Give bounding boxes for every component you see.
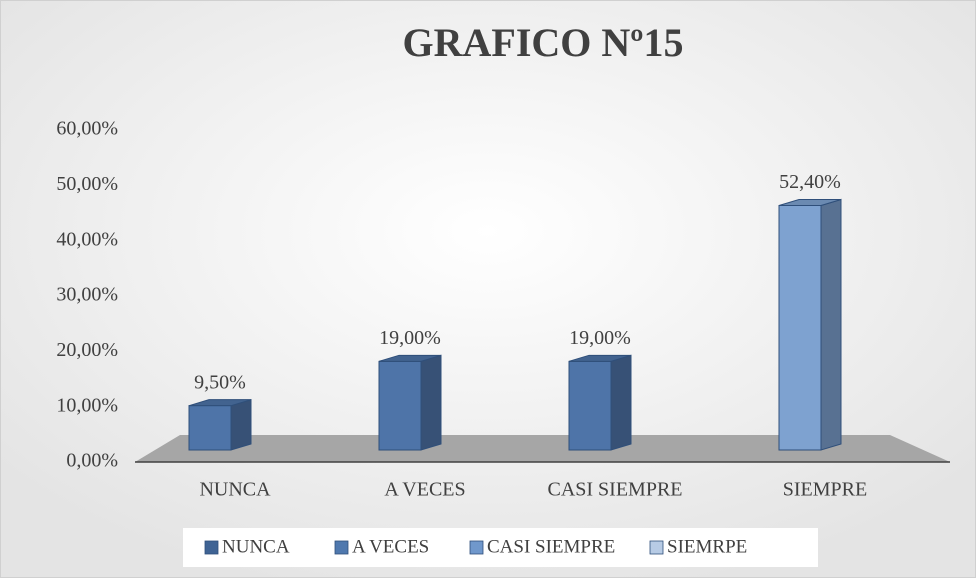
value-label: 52,40% <box>779 171 841 193</box>
bar-face <box>420 354 442 451</box>
chart-title: GRAFICO Nº15 <box>403 20 684 65</box>
bar-face <box>820 198 842 451</box>
x-tick-label: NUNCA <box>199 479 271 501</box>
legend-label: SIEMRPE <box>667 536 747 557</box>
legend-label: NUNCA <box>222 536 290 557</box>
value-label: 9,50% <box>194 371 246 393</box>
floor <box>135 435 950 462</box>
legend-swatch <box>649 540 664 555</box>
bar-face <box>230 398 252 451</box>
y-tick-label: 0,00% <box>66 450 118 472</box>
x-tick-label: SIEMPRE <box>783 479 867 501</box>
bar <box>378 354 442 451</box>
bar-face <box>778 198 842 206</box>
bar-face <box>568 360 612 451</box>
legend-label: A VECES <box>352 536 429 557</box>
bar-face <box>778 204 822 451</box>
y-tick-label: 30,00% <box>56 284 118 306</box>
bar <box>188 398 252 451</box>
legend-swatch <box>204 540 219 555</box>
value-label: 19,00% <box>569 327 631 349</box>
bar-face <box>378 354 442 362</box>
bar <box>568 354 632 451</box>
legend-swatch <box>334 540 349 555</box>
bar-face <box>568 354 632 362</box>
y-tick-label: 60,00% <box>56 118 118 140</box>
legend-swatch <box>469 540 484 555</box>
bar-face <box>378 360 422 451</box>
x-tick-label: CASI SIEMPRE <box>547 479 682 501</box>
x-tick-label: A VECES <box>384 479 465 501</box>
bar-face <box>610 354 632 451</box>
value-label: 19,00% <box>379 327 441 349</box>
y-tick-label: 10,00% <box>56 394 118 416</box>
y-tick-label: 20,00% <box>56 339 118 361</box>
bar <box>778 198 842 451</box>
legend-label: CASI SIEMPRE <box>487 536 615 557</box>
y-tick-label: 40,00% <box>56 228 118 250</box>
bar-face <box>188 399 252 407</box>
y-tick-label: 50,00% <box>56 173 118 195</box>
legend <box>183 528 818 567</box>
bar-face <box>188 405 232 451</box>
